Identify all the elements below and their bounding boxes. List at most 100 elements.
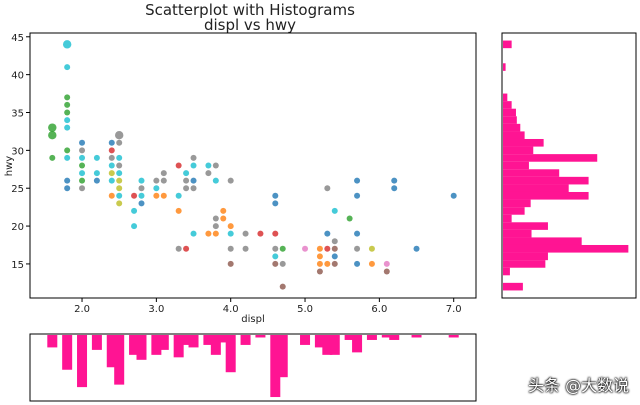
scatter-point: [108, 192, 115, 199]
scatter-point: [183, 170, 190, 177]
hist-bar: [77, 335, 88, 388]
hist-bar: [255, 335, 266, 338]
hist-bar: [503, 252, 548, 261]
scatter-point: [108, 177, 115, 184]
scatter-point: [108, 162, 115, 169]
hist-bar: [91, 335, 102, 350]
scatter-point: [279, 245, 286, 252]
hist-bar: [503, 108, 516, 117]
scatter-point: [242, 230, 249, 237]
scatter-point: [205, 170, 212, 177]
scatter-point: [331, 253, 338, 260]
chart-subtitle: displ vs hwy: [204, 16, 296, 34]
scatter-point: [316, 245, 323, 252]
scatter-point: [93, 154, 100, 161]
scatter-point: [64, 154, 71, 161]
scatter-point: [383, 268, 390, 275]
hist-bar: [322, 335, 333, 355]
scatter-point: [138, 200, 145, 207]
scatter-point: [175, 162, 182, 169]
scatter-point: [413, 245, 420, 252]
hist-bar: [129, 335, 140, 355]
hist-bar: [503, 63, 506, 71]
scatter-point: [190, 177, 197, 184]
scatter-point: [64, 109, 71, 116]
hist-bar: [503, 101, 512, 109]
hist-bar: [503, 199, 531, 208]
y-tick-label: 40: [11, 71, 24, 82]
scatter-point: [272, 192, 279, 199]
scatter-point: [79, 177, 86, 184]
scatter-point: [190, 162, 197, 169]
hist-bar: [503, 207, 525, 215]
hist-bar: [503, 123, 521, 132]
scatter-point: [227, 260, 234, 267]
scatter-point: [79, 139, 86, 146]
hist-bar: [503, 138, 544, 147]
scatter-point: [272, 230, 279, 237]
hist-bar: [503, 184, 569, 193]
scatter-point: [116, 192, 123, 199]
watermark: 头条 @大数说: [528, 376, 630, 395]
scatter-point: [190, 230, 197, 237]
scatter-point: [368, 245, 375, 252]
hist-bar: [225, 335, 236, 373]
hist-bar: [503, 260, 546, 268]
scatter-point: [64, 147, 71, 154]
hist-bar: [181, 335, 192, 345]
scatter-point: [116, 200, 123, 207]
scatter-point: [354, 177, 361, 184]
scatter-point: [183, 177, 190, 184]
scatter-point: [160, 192, 167, 199]
scatter-point: [354, 260, 361, 267]
scatter-point: [64, 94, 71, 101]
scatter-point: [79, 162, 86, 169]
hist-bar: [344, 335, 355, 340]
y-tick-label: 15: [11, 260, 24, 271]
scatter-point: [48, 123, 57, 132]
hist-bar: [503, 267, 510, 276]
y-ticks: 15 20 25 30 35 40 45: [11, 33, 30, 271]
y-axis-label: hwy: [4, 156, 15, 177]
x-tick-label: 3.0: [148, 304, 164, 315]
scatter-point: [331, 207, 338, 214]
scatter-point: [383, 260, 390, 267]
y-tick-label: 45: [11, 33, 24, 44]
scatter-point: [48, 131, 57, 140]
scatter-point: [115, 131, 124, 140]
scatter-point: [64, 117, 71, 124]
scatter-point: [79, 185, 86, 192]
hist-bar: [503, 40, 512, 49]
hist-bar: [503, 282, 523, 291]
scatter-point: [153, 177, 160, 184]
hist-bar: [448, 335, 459, 338]
scatter-point: [190, 185, 197, 192]
scatter-point: [183, 185, 190, 192]
scatter-point: [272, 200, 279, 207]
scatter-point: [346, 215, 353, 222]
scatter-point: [324, 260, 331, 267]
y-tick-label: 30: [11, 146, 24, 157]
scatter-point: [64, 177, 71, 184]
scatter-point: [205, 162, 212, 169]
hist-bar: [503, 176, 589, 185]
scatter-point: [116, 177, 123, 184]
y-tick-label: 20: [11, 222, 24, 233]
scatter-point: [49, 154, 56, 161]
hist-bar: [503, 191, 589, 200]
scatter-point: [331, 260, 338, 267]
scatter-point: [108, 170, 115, 177]
scatter-point: [227, 177, 234, 184]
hist-bar: [270, 335, 281, 398]
scatter-point: [257, 230, 264, 237]
scatter-point: [272, 245, 279, 252]
hist-bar: [188, 335, 199, 348]
scatter-point: [316, 253, 323, 260]
hist-bar: [114, 335, 125, 385]
x-tick-label: 6.0: [371, 304, 387, 315]
scatter-point: [116, 170, 123, 177]
scatter-point: [160, 170, 167, 177]
scatter-point: [64, 124, 71, 131]
